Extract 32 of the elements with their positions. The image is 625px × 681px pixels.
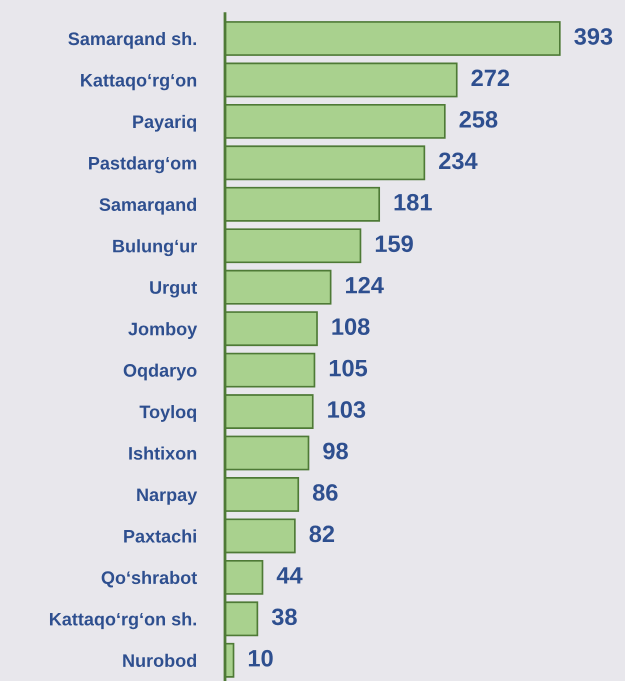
data-label: 44 bbox=[276, 567, 303, 584]
data-label: 103 bbox=[328, 401, 366, 418]
data-label: 98 bbox=[323, 442, 348, 460]
y-tick-label: Pastdarg‘om bbox=[89, 156, 196, 174]
y-tick-label: Ishtixon bbox=[129, 446, 196, 460]
data-label: 393 bbox=[574, 28, 612, 45]
data-label: 108 bbox=[332, 318, 370, 335]
y-tick-label: Jomboy bbox=[128, 322, 198, 339]
data-label: 159 bbox=[376, 235, 413, 252]
y-tick-label: Payariq bbox=[133, 114, 196, 132]
data-label: 38 bbox=[272, 608, 297, 626]
data-label: 10 bbox=[248, 650, 273, 667]
data-label: 272 bbox=[471, 70, 510, 86]
y-tick-label: Paxtachi bbox=[124, 529, 196, 543]
data-label: 124 bbox=[346, 276, 384, 294]
y-tick-label: Nurobod bbox=[123, 654, 196, 667]
data-label: 105 bbox=[330, 360, 368, 376]
data-label: 258 bbox=[460, 111, 498, 128]
y-tick-label: Qo‘shrabot bbox=[102, 570, 198, 588]
y-tick-label: Samarqand bbox=[99, 198, 196, 215]
y-tick-label: Toyloq bbox=[140, 405, 196, 422]
y-tick-label: Oqdaryo bbox=[124, 364, 197, 380]
y-tick-label: Urgut bbox=[150, 281, 198, 298]
y-tick-label: Bulung‘ur bbox=[113, 239, 197, 256]
data-label: 86 bbox=[312, 484, 338, 501]
y-tick-label: Samarqand sh. bbox=[68, 32, 196, 49]
data-label: 181 bbox=[394, 194, 432, 211]
y-tick-label: Narpay bbox=[137, 488, 198, 505]
data-label: 234 bbox=[439, 152, 478, 170]
data-label: 82 bbox=[310, 526, 334, 542]
y-tick-label: Kattaqo‘rg‘on sh. bbox=[50, 612, 196, 630]
y-tick-label: Kattaqo‘rg‘on bbox=[81, 74, 196, 90]
